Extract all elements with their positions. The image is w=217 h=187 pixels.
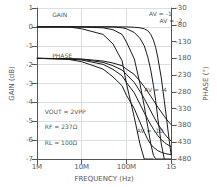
svg-text:GAIN: GAIN: [52, 11, 67, 18]
svg-text:-1: -1: [26, 42, 33, 50]
svg-text:RF = 237Ω: RF = 237Ω: [45, 123, 78, 130]
svg-text:AV = -2: AV = -2: [160, 17, 183, 24]
svg-text:PHASE: PHASE: [52, 52, 72, 59]
svg-text:-80: -80: [175, 20, 187, 29]
svg-text:VOUT = 2VPP: VOUT = 2VPP: [45, 108, 86, 115]
svg-text:0: 0: [28, 23, 32, 31]
svg-text:-7: -7: [25, 155, 33, 163]
svg-text:-480: -480: [175, 155, 191, 163]
svg-text:AV = -4: AV = -4: [144, 85, 167, 93]
svg-text:-330: -330: [175, 105, 191, 113]
svg-text:-380: -380: [175, 121, 191, 129]
svg-text:-280: -280: [175, 88, 191, 96]
svg-text:-4: -4: [26, 98, 34, 106]
svg-text:FREQUENCY (Hz): FREQUENCY (Hz): [74, 175, 134, 183]
svg-text:-6: -6: [26, 136, 34, 144]
svg-text:-130: -130: [175, 38, 191, 46]
svg-text:AV = -10: AV = -10: [136, 127, 164, 135]
svg-text:-180: -180: [175, 54, 191, 62]
svg-text:100M: 100M: [117, 163, 136, 171]
svg-text:RL = 100Ω: RL = 100Ω: [45, 139, 78, 146]
svg-text:-5: -5: [26, 117, 33, 125]
svg-text:1M: 1M: [32, 163, 43, 171]
svg-text:-2: -2: [26, 61, 33, 69]
svg-text:1: 1: [28, 4, 32, 12]
svg-text:10M: 10M: [74, 163, 89, 171]
svg-text:-230: -230: [175, 71, 191, 79]
svg-text:-3: -3: [26, 80, 33, 88]
svg-text:-30: -30: [175, 4, 186, 12]
svg-text:PHASE (°): PHASE (°): [202, 66, 210, 101]
svg-text:GAIN (dB): GAIN (dB): [8, 66, 16, 101]
svg-text:AV = -1: AV = -1: [149, 10, 172, 17]
svg-text:1G: 1G: [166, 163, 176, 171]
svg-text:-430: -430: [175, 138, 191, 146]
